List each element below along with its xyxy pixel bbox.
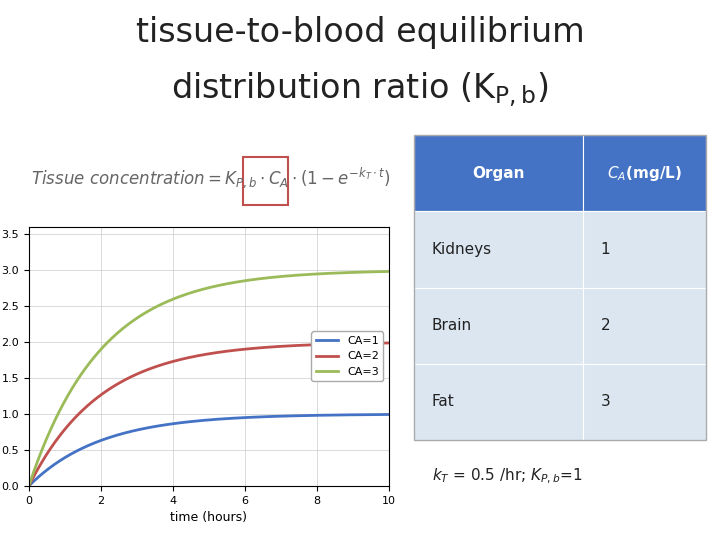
FancyBboxPatch shape: [414, 211, 583, 287]
Text: $C_A$(mg/L): $C_A$(mg/L): [607, 164, 682, 183]
CA=3: [24, 483, 33, 489]
CA=3: [197, 286, 206, 293]
CA=3: [195, 287, 204, 293]
CA=2: [197, 352, 206, 358]
FancyBboxPatch shape: [583, 287, 706, 364]
FancyBboxPatch shape: [583, 211, 706, 287]
Text: $k_T$ = 0.5 /hr; $K_{P,b}$=1: $k_T$ = 0.5 /hr; $K_{P,b}$=1: [432, 467, 582, 486]
CA=3: [384, 268, 393, 275]
Legend: CA=1, CA=2, CA=3: CA=1, CA=2, CA=3: [311, 332, 383, 381]
Line: CA=1: CA=1: [29, 415, 389, 486]
FancyBboxPatch shape: [583, 364, 706, 440]
Text: Fat: Fat: [431, 394, 454, 409]
CA=2: [239, 346, 248, 353]
CA=3: [376, 268, 384, 275]
CA=2: [320, 341, 328, 348]
FancyBboxPatch shape: [414, 364, 583, 440]
CA=1: [195, 417, 204, 424]
Line: CA=2: CA=2: [29, 343, 389, 486]
FancyBboxPatch shape: [583, 135, 706, 211]
Text: Organ: Organ: [472, 166, 525, 181]
Text: Brain: Brain: [431, 318, 472, 333]
Text: Kidneys: Kidneys: [431, 242, 492, 257]
CA=2: [384, 340, 393, 346]
CA=1: [220, 416, 228, 422]
CA=1: [239, 414, 248, 421]
X-axis label: time (hours): time (hours): [171, 511, 247, 524]
Text: 3: 3: [600, 394, 611, 409]
Text: distribution ratio ($\mathrm{K_{P,b}}$): distribution ratio ($\mathrm{K_{P,b}}$): [171, 70, 549, 109]
CA=3: [239, 278, 248, 284]
CA=2: [220, 348, 228, 355]
CA=2: [24, 483, 33, 489]
CA=3: [320, 271, 328, 277]
CA=2: [195, 352, 204, 359]
CA=1: [24, 483, 33, 489]
Text: tissue-to-blood equilibrium: tissue-to-blood equilibrium: [135, 16, 585, 49]
Text: $\mathit{Tissue\ concentration} = K_{P,b} \cdot C_A \cdot (1 - e^{-k_T \cdot t}): $\mathit{Tissue\ concentration} = K_{P,b…: [31, 166, 391, 191]
FancyBboxPatch shape: [414, 135, 583, 211]
Line: CA=3: CA=3: [29, 272, 389, 486]
CA=1: [384, 411, 393, 418]
Text: 1: 1: [600, 242, 611, 257]
CA=1: [376, 411, 384, 418]
CA=1: [320, 412, 328, 418]
CA=1: [197, 417, 206, 424]
CA=2: [376, 340, 384, 346]
Text: 2: 2: [600, 318, 611, 333]
FancyBboxPatch shape: [414, 287, 583, 364]
CA=3: [220, 281, 228, 288]
